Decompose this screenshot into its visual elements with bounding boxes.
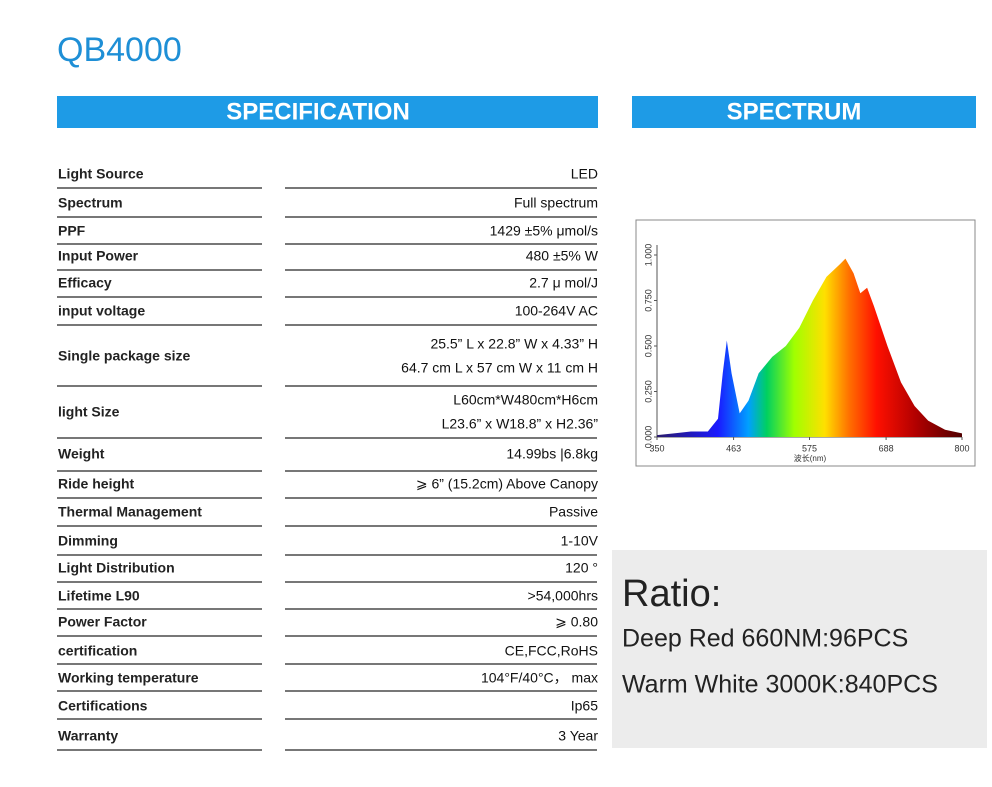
section-heading: SPECIFICATION — [226, 98, 410, 125]
spec-value: 64.7 cm L x 57 cm W x 11 cm H — [401, 360, 598, 376]
spec-value: 3 Year — [558, 728, 598, 744]
spec-label: Light Source — [58, 166, 144, 182]
spec-value: 1429 ±5% μmol/s — [490, 223, 598, 239]
x-tick-label: 350 — [649, 443, 664, 453]
spec-value: Passive — [549, 504, 598, 520]
spec-label: light Size — [58, 404, 120, 420]
spec-label: Thermal Management — [58, 504, 202, 520]
x-tick-label: 800 — [954, 443, 969, 453]
spectrum-area — [657, 258, 962, 437]
spec-value: 480 ±5% W — [526, 248, 599, 264]
spec-label: Warranty — [58, 728, 118, 744]
spec-label: Spectrum — [58, 195, 123, 211]
spec-label: certification — [58, 643, 137, 659]
spec-label: Power Factor — [58, 614, 147, 630]
title: QB4000 — [57, 31, 182, 69]
spec-value: LED — [571, 166, 598, 182]
x-axis-label: 波长(nm) — [794, 453, 827, 463]
spec-label: Efficacy — [58, 275, 112, 291]
spec-value: Full spectrum — [514, 195, 598, 211]
spec-label: Light Distribution — [58, 560, 175, 576]
spec-value: 1-10V — [561, 533, 599, 549]
spec-label: Input Power — [58, 248, 139, 264]
spec-value: 2.7 μ mol/J — [529, 275, 598, 291]
spec-value: 104°F/40°C， max — [481, 670, 598, 686]
spec-value: ⩾ 6” (15.2cm) Above Canopy — [416, 476, 598, 492]
spec-value: 120 ° — [565, 560, 598, 576]
ratio-box — [612, 550, 987, 748]
spec-table: Light Source LED Spectrum Full spectrum PPF 1… — [57, 166, 599, 751]
spec-value: 25.5” L x 22.8” W x 4.33” H — [430, 336, 598, 352]
spec-label: Working temperature — [58, 670, 199, 686]
y-tick-label: 0.250 — [643, 380, 653, 403]
ratio-line: Warm White 3000K:840PCS — [622, 671, 938, 699]
spec-value: CE,FCC,RoHS — [505, 643, 598, 659]
spec-label: input voltage — [58, 303, 145, 319]
y-tick-label: 0.000 — [643, 426, 653, 449]
y-tick-label: 0.750 — [643, 289, 653, 312]
y-tick-label: 1.000 — [643, 244, 653, 267]
spec-value: ⩾ 0.80 — [555, 614, 598, 630]
ratio-title: Ratio: — [622, 573, 721, 615]
spec-value: 14.99bs |6.8kg — [506, 446, 598, 462]
spec-label: Dimming — [58, 533, 118, 549]
section-heading: SPECTRUM — [727, 98, 862, 125]
x-tick-label: 688 — [879, 443, 894, 453]
spec-label: Single package size — [58, 348, 190, 364]
spec-label: Ride height — [58, 476, 135, 492]
section-band — [57, 96, 598, 128]
spec-value: L60cm*W480cm*H6cm — [453, 392, 598, 408]
spec-value: Ip65 — [571, 698, 598, 714]
y-tick-label: 0.500 — [643, 335, 653, 358]
x-tick-label: 575 — [802, 443, 817, 453]
spectrum-chart: 350 463 575 688 800 0.000 0.250 0.500 0.750 1.000 — [643, 244, 969, 454]
spec-label: Weight — [58, 446, 105, 462]
spec-label: Lifetime L90 — [58, 588, 140, 604]
spec-value: 100-264V AC — [515, 303, 598, 319]
spec-label: PPF — [58, 223, 86, 239]
spec-value: L23.6” x W18.8” x H2.36” — [442, 416, 599, 432]
section-band — [632, 96, 976, 128]
x-tick-label: 463 — [726, 443, 741, 453]
spec-label: Certifications — [58, 698, 148, 714]
spec-value: >54,000hrs — [528, 588, 598, 604]
ratio-line: Deep Red 660NM:96PCS — [622, 625, 908, 653]
